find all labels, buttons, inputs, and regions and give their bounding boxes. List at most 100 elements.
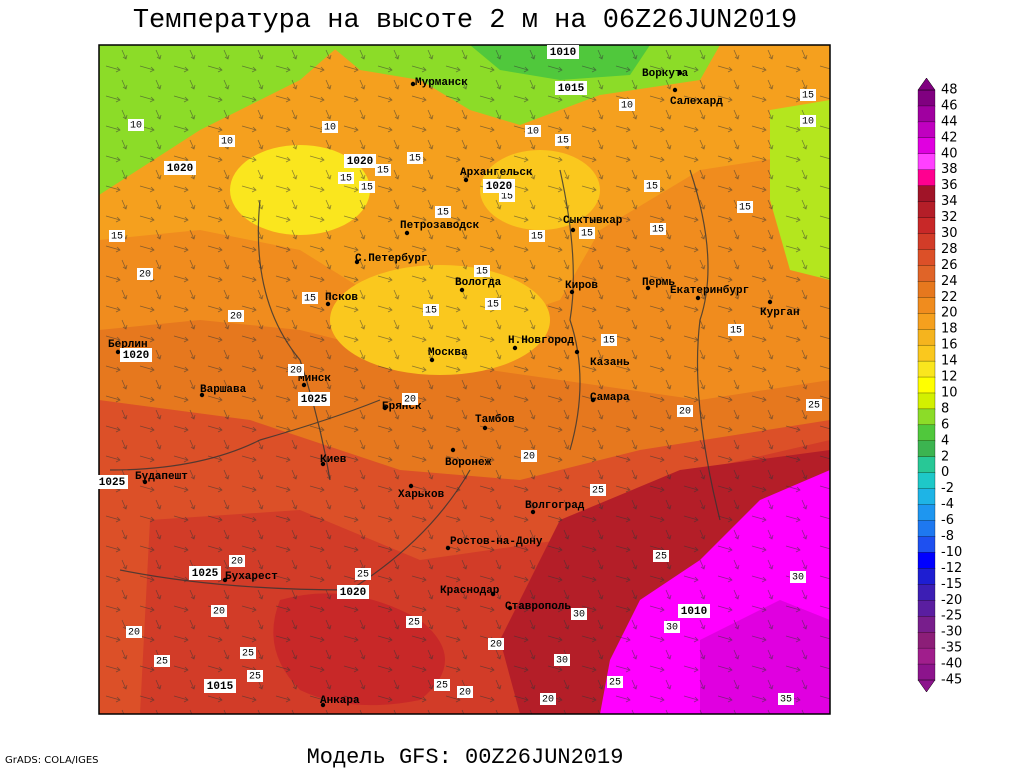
colorbar-swatch xyxy=(917,488,936,506)
city-label: Берлин xyxy=(108,339,148,351)
map-labels: Мурманск Воркута Салехард Архангельск Петроз… xyxy=(96,45,822,708)
isobar-label: 1020 xyxy=(486,181,512,193)
isobar-label-box xyxy=(204,679,236,693)
isotherm-label: 10 xyxy=(527,127,539,138)
colorbar-swatch xyxy=(917,89,936,107)
isobar-label: 1025 xyxy=(192,568,219,580)
colorbar-swatch xyxy=(917,217,936,235)
isobar-label: 1020 xyxy=(123,350,149,362)
isotherm-label: 30 xyxy=(666,623,678,634)
colorbar-label: 0 xyxy=(941,465,949,480)
city-label: Самара xyxy=(590,392,630,404)
isotherm-label: 25 xyxy=(436,681,448,692)
city-label: Варшава xyxy=(200,384,247,396)
colorbar-label: 32 xyxy=(941,210,958,225)
isotherm-label: 15 xyxy=(487,300,499,311)
isotherm-label: 15 xyxy=(361,183,373,194)
isotherm-label-box xyxy=(219,135,235,147)
isotherm-label-box xyxy=(644,180,660,192)
isotherm-label-box xyxy=(590,484,606,496)
city-label: Бухарест xyxy=(225,571,278,583)
city-label: Киров xyxy=(565,280,598,292)
colorbar-arrow-bottom xyxy=(917,679,936,693)
isotherm-label-box xyxy=(650,223,666,235)
city-dot xyxy=(507,605,513,611)
isotherm-label-box xyxy=(137,268,153,280)
isotherm-label-box xyxy=(554,654,570,666)
isobar-label-box xyxy=(555,81,587,95)
isotherm-label-box xyxy=(488,638,504,650)
city-label: Ставрополь xyxy=(505,601,571,613)
colorbar-swatch xyxy=(917,360,936,378)
isotherm-label-box xyxy=(247,670,263,682)
isotherm-label: 30 xyxy=(573,610,585,621)
colorbar-swatch xyxy=(917,281,936,298)
isotherm-label-box xyxy=(737,201,753,213)
city-dot xyxy=(512,345,518,351)
colorbar-swatch xyxy=(917,329,936,346)
colorbar-swatch xyxy=(917,647,936,665)
isotherm-label-box xyxy=(423,304,439,316)
isotherm-label: 15 xyxy=(730,326,742,337)
isotherm-label: 15 xyxy=(409,154,421,165)
isotherm-label-box xyxy=(728,324,744,336)
colorbar-label: -6 xyxy=(941,513,954,528)
city-dot xyxy=(410,81,416,87)
colorbar-label: 14 xyxy=(941,354,958,369)
isotherm-label-box xyxy=(126,626,142,638)
colorbar-label: 6 xyxy=(941,417,949,432)
isotherm-label: 20 xyxy=(213,607,225,618)
isotherm-label-box xyxy=(571,608,587,620)
city-label: Архангельск xyxy=(460,167,533,179)
city-label: Волгоград xyxy=(525,500,585,512)
city-label: Екатеринбург xyxy=(670,284,749,297)
colorbar-swatch xyxy=(917,632,936,649)
isotherm-label: 10 xyxy=(324,123,336,134)
colorbar-swatch xyxy=(917,265,936,283)
isotherm-label: 10 xyxy=(802,117,814,128)
isotherm-label: 25 xyxy=(609,678,621,689)
isotherm-label-box xyxy=(355,568,371,580)
isotherm-label: 20 xyxy=(542,695,554,706)
city-label: Н.Новгород xyxy=(508,335,574,347)
isotherm-label: 15 xyxy=(603,336,615,347)
colorbar-label: 34 xyxy=(941,194,958,209)
isobar-label: 1020 xyxy=(340,587,366,599)
colorbar-label: 12 xyxy=(941,370,958,385)
colorbar-swatch xyxy=(917,616,936,633)
colorbar-swatch xyxy=(917,201,936,219)
colorbar-swatch xyxy=(917,536,936,554)
city-dot xyxy=(222,577,228,583)
isotherm-label: 15 xyxy=(652,225,664,236)
isobar-label: 1010 xyxy=(550,47,576,59)
colorbar-swatch xyxy=(917,249,936,267)
city-dot xyxy=(382,405,388,411)
isotherm-label-box xyxy=(322,121,338,133)
colorbar-label: 28 xyxy=(941,242,958,257)
city-dot xyxy=(450,447,456,453)
colorbar-swatch xyxy=(917,408,936,426)
city-label: Киев xyxy=(320,454,347,466)
city-dot xyxy=(574,349,580,355)
isobar-label-box xyxy=(164,161,196,175)
colorbar-swatch xyxy=(917,552,936,570)
isotherm-label-box xyxy=(800,115,816,127)
city-dot xyxy=(325,301,331,307)
city-dot xyxy=(301,382,307,388)
isotherm-label: 15 xyxy=(340,174,352,185)
city-dot xyxy=(590,397,596,403)
isotherm-label: 35 xyxy=(780,695,792,706)
isotherm-label-box xyxy=(338,172,354,184)
city-dot xyxy=(142,479,148,485)
colorbar-label: 8 xyxy=(941,401,949,416)
colorbar-swatch xyxy=(917,472,936,490)
city-label: Тамбов xyxy=(475,413,515,426)
city-dot xyxy=(199,392,205,398)
isotherm-label-box xyxy=(540,693,556,705)
city-label: С.Петербург xyxy=(355,252,428,265)
isotherm-label: 15 xyxy=(557,136,569,147)
colorbar-label: 44 xyxy=(941,114,958,129)
colorbar-label: 22 xyxy=(941,290,958,305)
